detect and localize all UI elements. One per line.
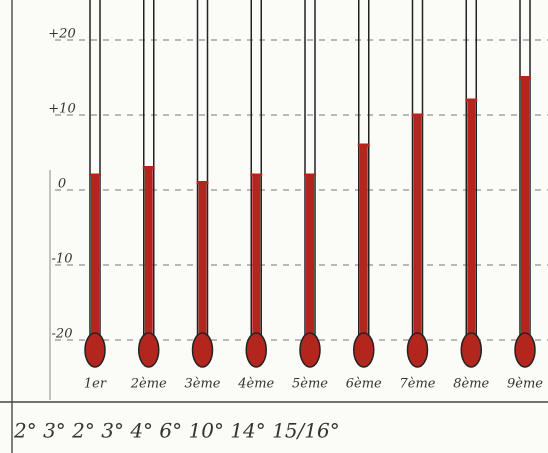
y-tick-label: -20: [52, 327, 73, 342]
y-tick-label: +10: [48, 102, 75, 117]
bar: [199, 183, 207, 351]
bulb: [515, 333, 535, 367]
bar: [252, 175, 260, 350]
bulb: [300, 333, 320, 367]
bulb: [246, 333, 266, 367]
x-tick-label: 5ème: [292, 377, 328, 392]
x-tick-label: 3ème: [185, 377, 221, 392]
annotation: 2° 3° 2° 3° 4° 6° 10° 14° 15/16°: [13, 419, 340, 443]
x-tick-label: 6ème: [346, 377, 382, 392]
bulb: [193, 333, 213, 367]
bar: [467, 100, 475, 350]
bulb: [461, 333, 481, 367]
x-tick-label: 2ème: [130, 377, 167, 392]
bulb: [408, 333, 428, 367]
bar: [414, 115, 422, 350]
x-tick-label: 9ème: [507, 377, 543, 392]
y-tick-label: +20: [48, 27, 75, 42]
bulb: [354, 333, 374, 367]
chart: 2° 3° 2° 3° 4° 6° 10° 14° 15/16° +20 +10 0…: [0, 0, 548, 453]
x-tick-label: 8ème: [453, 377, 489, 392]
x-tick-label: 1er: [84, 377, 107, 392]
bulb: [85, 333, 105, 367]
y-tick-label: 0: [58, 177, 66, 192]
bar: [145, 168, 153, 351]
y-tick-label: -10: [52, 252, 73, 267]
bar: [306, 175, 314, 350]
bulb: [139, 333, 159, 367]
bar: [91, 175, 99, 350]
x-tick-label: 4ème: [237, 377, 274, 392]
bar: [521, 78, 529, 351]
x-tick-label: 7ème: [400, 377, 436, 392]
bar: [360, 145, 368, 350]
